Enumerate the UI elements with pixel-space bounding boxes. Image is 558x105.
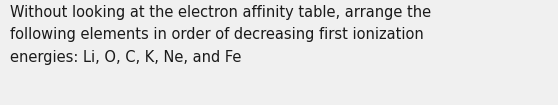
Text: Without looking at the electron affinity table, arrange the
following elements i: Without looking at the electron affinity… bbox=[10, 5, 431, 65]
